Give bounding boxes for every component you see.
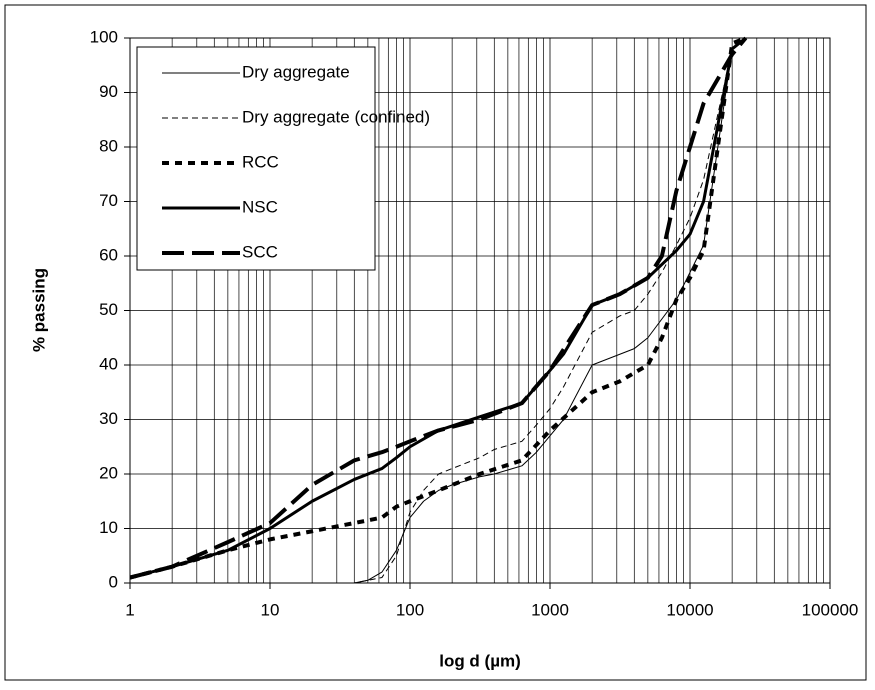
x-tick-label: 100 bbox=[396, 600, 424, 619]
y-tick-label: 50 bbox=[99, 300, 118, 319]
y-tick-label: 70 bbox=[99, 191, 118, 210]
y-tick-label: 90 bbox=[99, 82, 118, 101]
legend-label: SCC bbox=[242, 242, 278, 261]
y-tick-label: 60 bbox=[99, 245, 118, 264]
legend-label: RCC bbox=[242, 152, 279, 171]
series-line bbox=[129, 36, 747, 580]
legend-box bbox=[136, 46, 376, 271]
series-line bbox=[129, 36, 748, 580]
y-tick-label: 80 bbox=[99, 136, 118, 155]
series-line bbox=[130, 37, 747, 584]
y-axis-label: % passing bbox=[29, 268, 48, 352]
x-tick-label: 10 bbox=[261, 600, 280, 619]
legend-label: Dry aggregate bbox=[242, 62, 350, 81]
legend-label: NSC bbox=[242, 197, 278, 216]
legend-label: Dry aggregate (confined) bbox=[242, 107, 430, 126]
y-tick-label: 0 bbox=[109, 572, 118, 591]
y-tick-label: 30 bbox=[99, 409, 118, 428]
plot-frame bbox=[129, 37, 831, 584]
y-tick-label: 20 bbox=[99, 463, 118, 482]
y-tick-label: 40 bbox=[99, 354, 118, 373]
x-tick-label: 1000 bbox=[531, 600, 569, 619]
y-tick-label: 10 bbox=[99, 518, 118, 537]
x-tick-label: 1 bbox=[125, 600, 134, 619]
y-tick-label: 100 bbox=[90, 27, 118, 46]
x-axis-label: log d (µm) bbox=[439, 651, 521, 670]
x-tick-label: 10000 bbox=[666, 600, 713, 619]
x-tick-label: 100000 bbox=[802, 600, 859, 619]
